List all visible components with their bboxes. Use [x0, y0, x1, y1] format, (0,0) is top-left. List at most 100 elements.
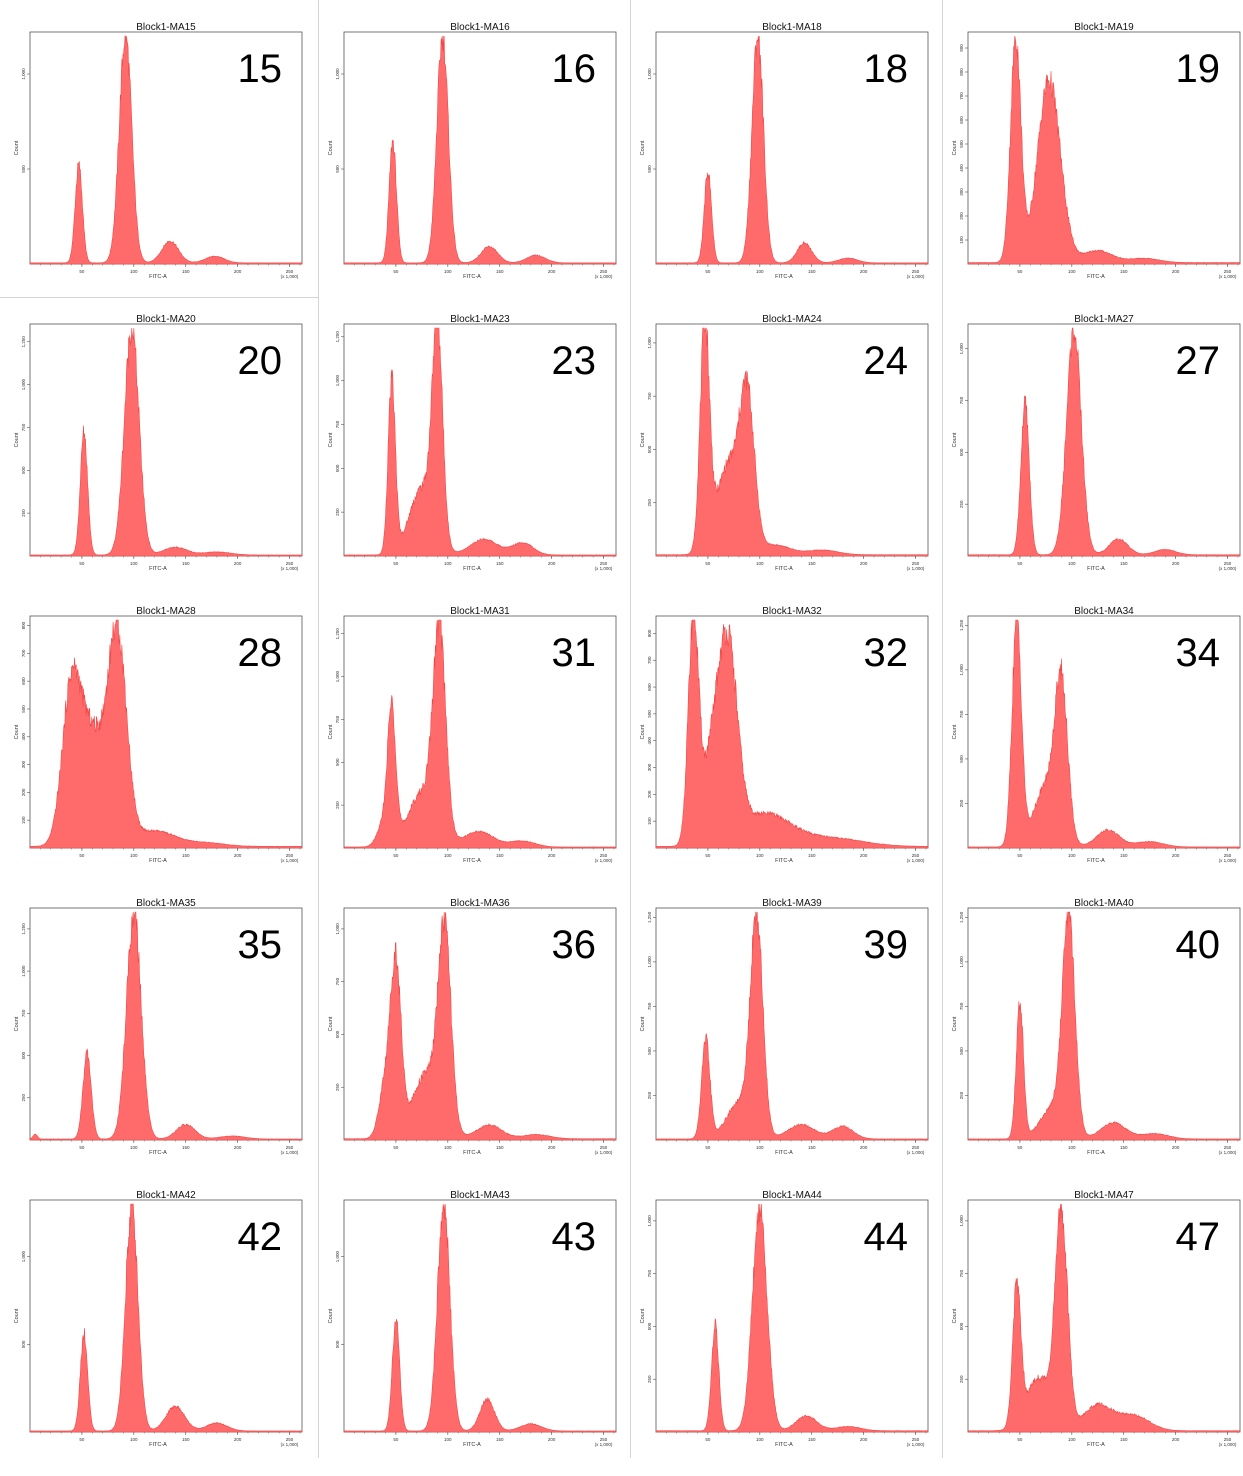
- histogram-area: [343, 1203, 617, 1433]
- x-tick-label: (x 1,000): [907, 858, 925, 863]
- sample-number-label: 24: [864, 339, 909, 383]
- histogram-panel-ma32: Block1-MA32 50 100 150 200 250 (x 1,000) 100 200…: [634, 602, 944, 892]
- x-tick-label: 150: [1120, 1145, 1128, 1150]
- histogram-panel-ma40: Block1-MA40 50 100 150 200 250 (x 1,000) 250 500…: [946, 894, 1243, 1184]
- x-tick-label: 250: [912, 561, 920, 566]
- y-tick-label: 750: [21, 1009, 26, 1017]
- histogram-svg: Block1-MA18 50 100 150 200 250(x 1,000) 500 1,0…: [640, 22, 929, 280]
- sample-number-label: 16: [552, 47, 597, 91]
- y-axis-label: Count: [14, 1016, 20, 1031]
- histogram-svg: Block1-MA15 50 100 150 200 250(x 1,000) 500 1,0…: [14, 22, 303, 280]
- x-tick-label: 50: [79, 1145, 85, 1150]
- x-tick-label: 200: [860, 561, 868, 566]
- histogram-area: [655, 327, 929, 557]
- histogram-svg: Block1-MA16 50 100 150 200 250(x 1,000) 500 1,0…: [328, 22, 617, 280]
- x-tick-label: 50: [393, 1437, 399, 1442]
- x-tick-label: 100: [756, 853, 764, 858]
- sample-number-label: 18: [864, 47, 909, 91]
- sample-number-label: 36: [552, 923, 597, 967]
- y-tick-label: 750: [335, 715, 340, 723]
- chart-title: Block1-MA35: [136, 898, 196, 909]
- y-tick-label: 500: [335, 464, 340, 472]
- chart-title: Block1-MA44: [762, 1190, 822, 1201]
- histogram-area: [967, 1203, 1241, 1433]
- y-tick-label: 250: [959, 1375, 964, 1383]
- y-tick-label: 400: [21, 733, 26, 741]
- x-axis-label: FITC-A: [149, 1150, 167, 1156]
- x-tick-label: 250: [1224, 561, 1232, 566]
- y-axis-label: Count: [952, 140, 958, 155]
- histogram-area: [655, 1203, 929, 1433]
- y-tick-label: 250: [647, 498, 652, 506]
- x-tick-label: 200: [860, 853, 868, 858]
- y-tick-label: 500: [647, 165, 652, 173]
- y-axis-label: Count: [640, 724, 646, 739]
- sample-number-label: 42: [238, 1215, 283, 1259]
- histogram-panel-ma28: Block1-MA28 50 100 150 200 250 (x 1,000) 100 200…: [8, 602, 318, 892]
- sample-number-label: 28: [238, 631, 283, 675]
- x-tick-label: 200: [548, 269, 556, 274]
- column-divider: [630, 0, 631, 1458]
- x-tick-label: 150: [1120, 561, 1128, 566]
- x-tick-label: 50: [79, 269, 85, 274]
- y-tick-label: 1,250: [335, 331, 340, 343]
- x-tick-label: 250: [286, 1437, 294, 1442]
- x-tick-label: (x 1,000): [907, 1442, 925, 1447]
- x-tick-label: 150: [182, 269, 190, 274]
- x-tick-label: 150: [496, 1145, 504, 1150]
- y-tick-label: 1,000: [959, 664, 964, 676]
- x-tick-label: 100: [1068, 1145, 1076, 1150]
- y-tick-label: 1,000: [335, 923, 340, 935]
- y-tick-label: 900: [959, 44, 964, 52]
- x-tick-label: (x 1,000): [595, 566, 613, 571]
- x-tick-label: 100: [444, 1437, 452, 1442]
- y-axis-label: Count: [14, 432, 20, 447]
- y-tick-label: 250: [335, 508, 340, 516]
- x-tick-label: 250: [912, 1437, 920, 1442]
- x-tick-label: 250: [1224, 1145, 1232, 1150]
- y-tick-label: 1,000: [647, 337, 652, 349]
- histogram-panel-ma35: Block1-MA35 50 100 150 200 250 (x 1,000) 250 500…: [8, 894, 318, 1184]
- x-tick-label: 200: [1172, 1437, 1180, 1442]
- x-tick-label: 200: [860, 269, 868, 274]
- x-axis-label: FITC-A: [463, 274, 481, 280]
- x-tick-label: 50: [1017, 1145, 1023, 1150]
- y-tick-label: 750: [335, 977, 340, 985]
- histogram-panel-ma19: Block1-MA19 50 100 150 200 250 (x 1,000) 100 200…: [946, 18, 1243, 308]
- histogram-area: [29, 911, 303, 1141]
- sample-number-label: 20: [238, 339, 283, 383]
- y-tick-label: 500: [959, 1322, 964, 1330]
- y-tick-label: 500: [647, 710, 652, 718]
- histogram-svg: Block1-MA28 50 100 150 200 250(x 1,000) 100 200…: [14, 606, 303, 864]
- y-tick-label: 500: [959, 140, 964, 148]
- sample-number-label: 31: [552, 631, 597, 675]
- y-tick-label: 1,000: [959, 956, 964, 968]
- y-tick-label: 500: [21, 165, 26, 173]
- y-tick-label: 100: [647, 817, 652, 825]
- x-axis-label: FITC-A: [1087, 1442, 1105, 1448]
- sample-number-label: 19: [1176, 47, 1221, 91]
- x-tick-label: (x 1,000): [281, 274, 299, 279]
- x-tick-label: 200: [860, 1145, 868, 1150]
- histogram-area: [655, 911, 929, 1141]
- x-tick-label: 200: [1172, 1145, 1180, 1150]
- x-tick-label: 250: [600, 853, 608, 858]
- x-tick-label: 250: [1224, 1437, 1232, 1442]
- x-tick-label: 150: [808, 561, 816, 566]
- x-tick-label: 250: [912, 1145, 920, 1150]
- histogram-area: [967, 35, 1241, 265]
- y-tick-label: 400: [959, 164, 964, 172]
- y-tick-label: 250: [647, 1375, 652, 1383]
- y-tick-label: 700: [647, 656, 652, 664]
- histogram-panel-ma31: Block1-MA31 50 100 150 200 250 (x 1,000) 250 500…: [322, 602, 632, 892]
- y-tick-label: 750: [647, 392, 652, 400]
- chart-title: Block1-MA31: [450, 606, 510, 617]
- x-tick-label: 150: [1120, 269, 1128, 274]
- y-tick-label: 400: [647, 736, 652, 744]
- y-axis-label: Count: [14, 724, 20, 739]
- x-tick-label: 200: [548, 1145, 556, 1150]
- chart-title: Block1-MA42: [136, 1190, 196, 1201]
